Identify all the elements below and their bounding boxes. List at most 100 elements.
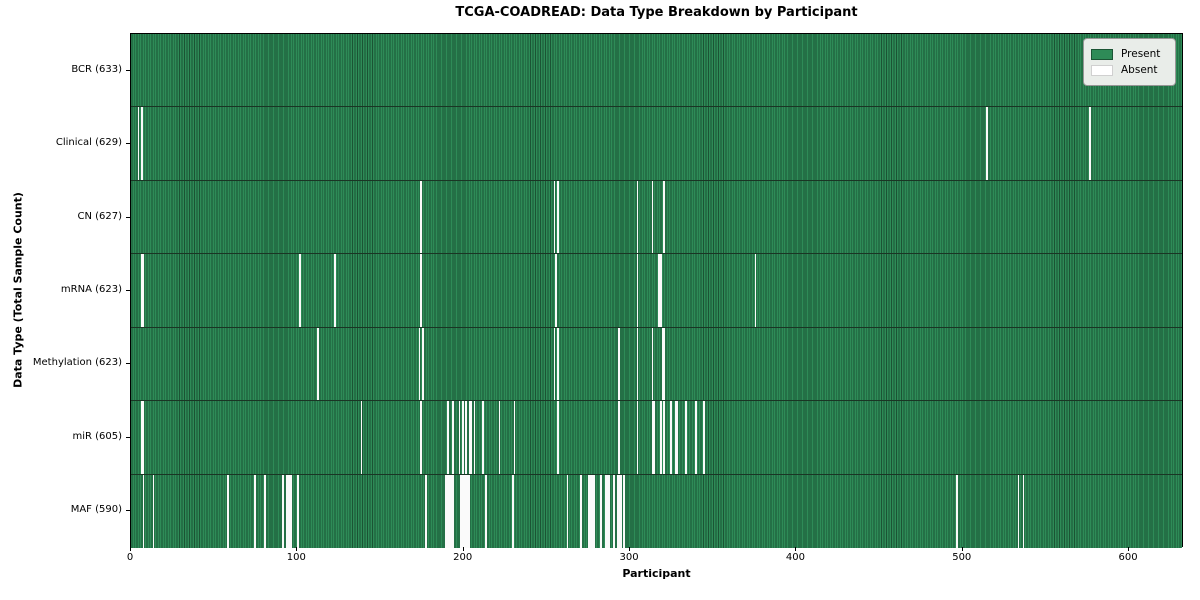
absent-bar bbox=[620, 474, 622, 548]
absent-bar bbox=[465, 401, 468, 474]
absent-bar bbox=[465, 474, 468, 548]
absent-bar bbox=[452, 474, 454, 548]
absent-bar bbox=[651, 401, 654, 474]
x-tick bbox=[130, 547, 131, 551]
absent-bar bbox=[674, 401, 677, 474]
x-tick bbox=[296, 547, 298, 551]
absent-bar bbox=[613, 474, 616, 548]
absent-bar bbox=[467, 474, 469, 548]
y-tick bbox=[126, 216, 130, 218]
y-tick-label-cn: CN (627) bbox=[77, 210, 122, 222]
legend-item-present: Present bbox=[1091, 47, 1167, 61]
y-tick-label-methylation: Methylation (623) bbox=[32, 357, 122, 369]
absent-bar bbox=[553, 180, 556, 254]
y-tick bbox=[126, 436, 130, 438]
absent-bar bbox=[462, 401, 464, 474]
absent-bar bbox=[591, 474, 594, 548]
absent-bar bbox=[462, 474, 464, 548]
absent-bar bbox=[658, 254, 660, 327]
absent-bar bbox=[659, 254, 662, 327]
absent-bar bbox=[659, 401, 662, 474]
y-tick bbox=[126, 143, 130, 145]
absent-bar bbox=[254, 474, 256, 548]
absent-bar bbox=[227, 474, 230, 548]
x-tick-label-600: 600 bbox=[1118, 552, 1138, 563]
absent-bar bbox=[463, 474, 466, 548]
x-tick-label-400: 400 bbox=[785, 552, 805, 563]
absent-bar bbox=[653, 401, 655, 474]
legend-label-absent: Absent bbox=[1121, 64, 1158, 76]
absent-bar bbox=[498, 401, 501, 474]
absent-bar bbox=[556, 327, 559, 401]
absent-bar bbox=[360, 401, 363, 474]
absent-bar bbox=[663, 401, 665, 474]
absent-bar bbox=[420, 180, 423, 254]
absent-bar bbox=[289, 474, 291, 548]
absent-bar bbox=[663, 327, 665, 401]
y-tick bbox=[126, 363, 130, 365]
absent-bar bbox=[669, 401, 672, 474]
absent-bar bbox=[418, 327, 421, 401]
absent-bar bbox=[1017, 474, 1020, 548]
absent-bar bbox=[285, 474, 288, 548]
absent-bar bbox=[447, 401, 449, 474]
x-tick bbox=[1128, 547, 1130, 551]
row-bcr bbox=[131, 34, 1182, 108]
row-methylation bbox=[131, 327, 1182, 402]
absent-bar bbox=[606, 474, 609, 548]
absent-bar bbox=[460, 474, 463, 548]
absent-bar bbox=[651, 180, 654, 254]
absent-bar bbox=[580, 474, 582, 548]
absent-bar bbox=[555, 254, 557, 327]
absent-bar bbox=[473, 401, 476, 474]
absent-bar bbox=[137, 107, 140, 180]
absent-bar bbox=[703, 401, 705, 474]
absent-bar bbox=[636, 401, 639, 474]
absent-bar bbox=[608, 474, 611, 548]
absent-bar bbox=[282, 474, 285, 548]
absent-bar bbox=[618, 401, 621, 474]
absent-bar bbox=[458, 401, 461, 474]
present-swatch-icon bbox=[1091, 48, 1113, 60]
absent-bar bbox=[450, 474, 453, 548]
x-tick-label-100: 100 bbox=[286, 552, 306, 563]
absent-bar bbox=[593, 474, 596, 548]
absent-bar bbox=[422, 327, 424, 401]
absent-bar bbox=[636, 254, 639, 327]
absent-bar bbox=[623, 474, 626, 548]
legend-item-absent: Absent bbox=[1091, 63, 1167, 77]
x-tick bbox=[462, 547, 464, 551]
absent-bar bbox=[290, 474, 293, 548]
absent-bar bbox=[618, 474, 621, 548]
absent-bar bbox=[661, 327, 664, 401]
row-clinical bbox=[131, 107, 1182, 181]
x-axis-label: Participant bbox=[622, 567, 691, 580]
y-tick bbox=[126, 510, 130, 512]
absent-bar bbox=[684, 401, 687, 474]
absent-bar bbox=[616, 474, 619, 548]
absent-bar bbox=[636, 327, 639, 401]
absent-bar bbox=[956, 474, 958, 548]
absent-bar bbox=[420, 254, 423, 327]
absent-bar bbox=[264, 474, 266, 548]
absent-bar bbox=[468, 401, 471, 474]
y-tick-label-mir: miR (605) bbox=[72, 430, 122, 442]
absent-bar bbox=[140, 107, 143, 180]
row-mrna bbox=[131, 254, 1182, 328]
absent-bar bbox=[566, 474, 569, 548]
absent-bar bbox=[299, 254, 301, 327]
absent-bar bbox=[1089, 107, 1091, 180]
absent-bar bbox=[618, 327, 621, 401]
y-tick bbox=[126, 290, 130, 291]
chart-title: TCGA-COADREAD: Data Type Breakdown by Pa… bbox=[455, 5, 858, 20]
absent-bar bbox=[140, 401, 143, 474]
absent-bar bbox=[287, 474, 290, 548]
absent-bar bbox=[1022, 474, 1025, 548]
row-cn bbox=[131, 180, 1182, 255]
absent-bar bbox=[470, 401, 472, 474]
absent-bar bbox=[605, 474, 607, 548]
x-tick bbox=[795, 547, 797, 551]
absent-bar bbox=[142, 474, 145, 548]
absent-bar bbox=[140, 254, 143, 327]
absent-bar bbox=[513, 401, 516, 474]
